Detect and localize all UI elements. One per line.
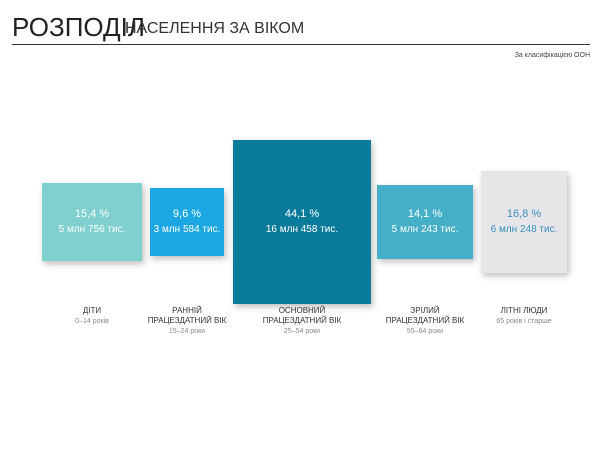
category-label: ЗРІЛИЙ ПРАЦЕЗДАТНИЙ ВІК [385,306,465,325]
title-rule [12,44,590,45]
value-label: 14,1 % [407,208,443,220]
value-label: 9,6 % [172,208,202,220]
age-range: 0–14 років [75,318,109,325]
box [150,188,224,256]
box [41,182,143,262]
age-range: 25–54 роки [283,328,321,335]
count-label: 5 млн 756 тис. [58,224,126,235]
category-label: ЛІТНІ ЛЮДИ [500,306,548,315]
box [481,171,567,273]
note: За класифікацією ООН [514,52,590,59]
count-label: 16 млн 458 тис. [265,224,339,235]
box [232,140,372,304]
value-label: 16,8 % [506,208,542,220]
count-label: 3 млн 584 тис. [153,224,221,235]
count-label: 6 млн 248 тис. [490,224,558,235]
count-label: 5 млн 243 тис. [391,224,459,235]
value-label: 15,4 % [74,208,110,220]
age-range: 55–64 роки [406,328,444,335]
box [376,184,474,260]
age-range: 65 років і старше [496,318,552,325]
value-label: 44,1 % [284,208,320,220]
category-label: РАННІЙ ПРАЦЕЗДАТНИЙ ВІК [147,306,227,325]
category-label: ДІТИ [82,306,102,315]
title: РОЗПОДІЛ [12,12,145,42]
title-rest: НАСЕЛЕННЯ ЗА ВІКОМ [125,20,305,37]
age-range: 15–24 роки [168,328,206,335]
category-label: ОСНОВНИЙ ПРАЦЕЗДАТНИЙ ВІК [262,306,342,325]
